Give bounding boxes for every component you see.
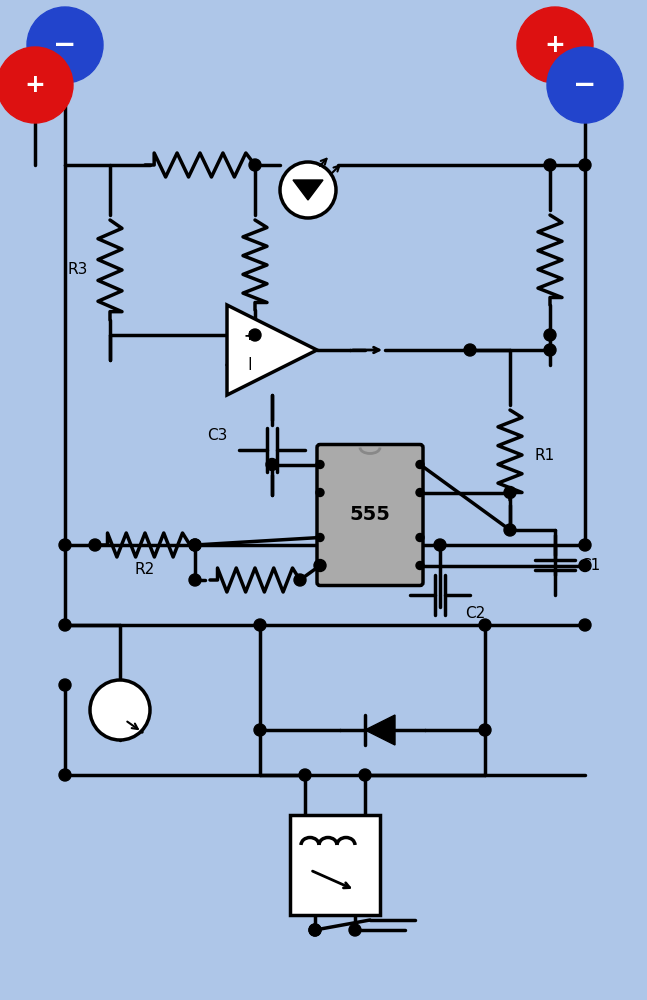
Polygon shape	[293, 180, 323, 200]
Circle shape	[544, 344, 556, 356]
Circle shape	[416, 562, 424, 570]
Circle shape	[280, 162, 336, 218]
Circle shape	[579, 560, 591, 572]
Circle shape	[189, 539, 201, 551]
Circle shape	[254, 619, 266, 631]
Circle shape	[544, 159, 556, 171]
Circle shape	[309, 924, 321, 936]
Circle shape	[579, 619, 591, 631]
Circle shape	[266, 458, 278, 471]
Polygon shape	[227, 305, 317, 395]
Circle shape	[359, 769, 371, 781]
Circle shape	[189, 574, 201, 586]
Text: R2: R2	[135, 562, 155, 578]
Circle shape	[89, 539, 101, 551]
Circle shape	[294, 574, 306, 586]
Circle shape	[517, 7, 593, 83]
Circle shape	[479, 619, 491, 631]
Circle shape	[316, 460, 324, 468]
FancyBboxPatch shape	[290, 815, 380, 915]
Text: C1: C1	[580, 558, 600, 572]
Text: |: |	[247, 357, 252, 370]
Text: −: −	[53, 31, 76, 59]
Circle shape	[249, 159, 261, 171]
Text: −: −	[573, 71, 597, 99]
Circle shape	[90, 680, 150, 740]
Circle shape	[579, 159, 591, 171]
Circle shape	[416, 460, 424, 468]
Circle shape	[416, 488, 424, 497]
Text: +: +	[244, 330, 256, 344]
Circle shape	[547, 47, 623, 123]
Circle shape	[59, 769, 71, 781]
Circle shape	[416, 534, 424, 542]
Circle shape	[504, 487, 516, 499]
Circle shape	[316, 534, 324, 542]
Circle shape	[544, 329, 556, 341]
Circle shape	[27, 7, 103, 83]
Text: 555: 555	[349, 506, 390, 524]
Text: +: +	[25, 73, 45, 97]
Circle shape	[434, 539, 446, 551]
Circle shape	[59, 539, 71, 551]
FancyBboxPatch shape	[317, 444, 423, 586]
Circle shape	[314, 560, 326, 572]
Circle shape	[309, 924, 321, 936]
Circle shape	[479, 724, 491, 736]
Text: C3: C3	[207, 428, 227, 442]
Circle shape	[59, 679, 71, 691]
Circle shape	[464, 344, 476, 356]
Polygon shape	[365, 715, 395, 745]
Circle shape	[316, 562, 324, 570]
Circle shape	[349, 924, 361, 936]
Text: +: +	[545, 33, 565, 57]
Circle shape	[0, 47, 73, 123]
Circle shape	[189, 539, 201, 551]
Text: R3: R3	[68, 262, 88, 277]
Circle shape	[254, 724, 266, 736]
Circle shape	[504, 524, 516, 536]
Circle shape	[579, 539, 591, 551]
Text: R1: R1	[535, 448, 555, 462]
Circle shape	[299, 769, 311, 781]
Circle shape	[249, 329, 261, 341]
Text: C2: C2	[465, 606, 485, 620]
Circle shape	[59, 619, 71, 631]
Circle shape	[316, 488, 324, 497]
